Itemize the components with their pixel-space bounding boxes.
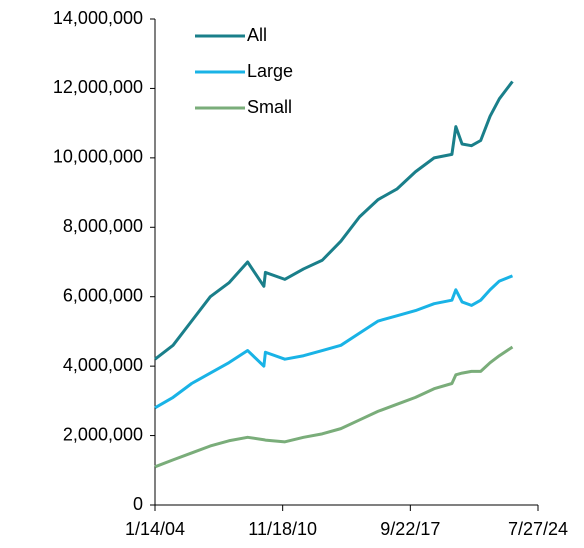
y-tick-label: 12,000,000 <box>53 77 143 97</box>
y-tick-label: 14,000,000 <box>53 8 143 28</box>
series-line <box>154 345 514 469</box>
legend-label: Large <box>247 61 293 81</box>
y-tick-label: 4,000,000 <box>63 355 143 375</box>
x-tick-label: 1/14/04 <box>125 519 185 539</box>
y-tick-label: 0 <box>133 494 143 514</box>
legend-label: Small <box>247 97 292 117</box>
series-line <box>154 80 514 361</box>
y-tick-label: 10,000,000 <box>53 147 143 167</box>
x-tick-label: 7/27/24 <box>508 519 568 539</box>
y-tick-label: 6,000,000 <box>63 285 143 305</box>
y-tick-label: 2,000,000 <box>63 424 143 444</box>
y-tick-label: 8,000,000 <box>63 216 143 236</box>
x-tick-label: 11/18/10 <box>248 519 317 539</box>
series-line <box>154 274 514 410</box>
legend-label: All <box>247 25 267 45</box>
x-tick-label: 9/22/17 <box>380 519 440 539</box>
